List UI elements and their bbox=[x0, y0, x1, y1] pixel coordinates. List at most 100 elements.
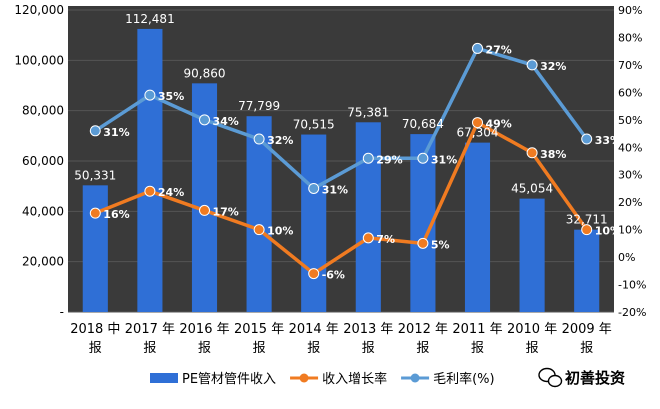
line-point bbox=[144, 89, 156, 101]
series-line bbox=[94, 120, 589, 276]
point-label: 29% bbox=[376, 153, 402, 166]
right-tick-label: 60% bbox=[618, 86, 642, 99]
bar-value-label: 70,684 bbox=[402, 117, 444, 131]
legend-swatch bbox=[150, 373, 178, 383]
data-labels: 50,331 112,481 90,860 77,799 70,515 75,381 70,… bbox=[74, 12, 621, 282]
bar-series bbox=[82, 28, 600, 313]
line-point bbox=[199, 114, 210, 126]
point-label: 31% bbox=[322, 183, 348, 196]
point-label: 34% bbox=[213, 115, 239, 128]
category-label: 2012 年 bbox=[398, 322, 448, 337]
category-label: 报 bbox=[416, 341, 429, 356]
point-label: 16% bbox=[103, 208, 129, 221]
line-point bbox=[417, 237, 429, 249]
category-label: 报 bbox=[526, 341, 539, 356]
point-label: 32% bbox=[267, 134, 293, 147]
category-label: 报 bbox=[307, 341, 320, 356]
bar-value-label: 32,711 bbox=[566, 213, 608, 227]
category-label: 报 bbox=[143, 341, 156, 356]
category-label: 2009 年 bbox=[562, 322, 612, 337]
point-label: -6% bbox=[322, 269, 345, 282]
line-series bbox=[89, 42, 593, 280]
right-tick-label: -10% bbox=[618, 279, 646, 292]
legend-marker bbox=[410, 373, 420, 383]
legend-label: 毛利率(%) bbox=[433, 371, 495, 387]
left-tick-label: - bbox=[60, 305, 64, 319]
line-point bbox=[199, 204, 210, 216]
right-tick-label: 0% bbox=[618, 251, 635, 264]
legend-label: 收入增长率 bbox=[322, 371, 387, 387]
category-label: 2011 年 bbox=[452, 322, 502, 337]
bar bbox=[82, 185, 108, 312]
left-tick-label: 120,000 bbox=[14, 3, 64, 17]
right-tick-label: 30% bbox=[618, 169, 642, 182]
category-label: 2010 年 bbox=[507, 322, 557, 337]
line-point bbox=[362, 232, 374, 244]
line-point bbox=[144, 185, 156, 197]
category-label: 2014 年 bbox=[289, 322, 339, 337]
point-label: 35% bbox=[158, 90, 184, 103]
right-tick-label: 90% bbox=[618, 4, 642, 17]
line-point bbox=[472, 117, 483, 129]
line-point bbox=[253, 224, 265, 236]
line-point bbox=[89, 207, 101, 219]
right-tick-label: 50% bbox=[618, 114, 642, 127]
point-label: 38% bbox=[540, 148, 566, 161]
right-tick-label: 20% bbox=[618, 196, 642, 209]
point-label: 5% bbox=[431, 238, 450, 251]
left-tick-label: 100,000 bbox=[14, 53, 64, 67]
category-label: 报 bbox=[198, 341, 211, 356]
watermark: 初善投资 bbox=[538, 367, 625, 388]
right-tick-label: 10% bbox=[618, 224, 642, 237]
line-point bbox=[581, 133, 593, 145]
category-label: 2015 年 bbox=[234, 322, 284, 337]
legend-marker bbox=[299, 373, 309, 383]
bar bbox=[355, 122, 381, 312]
wechat-icon bbox=[538, 367, 563, 388]
left-tick-label: 80,000 bbox=[22, 104, 64, 118]
bar-value-label: 45,054 bbox=[511, 182, 553, 196]
right-tick-label: 70% bbox=[618, 59, 642, 72]
bar-value-label: 77,799 bbox=[238, 99, 280, 113]
bar bbox=[464, 142, 491, 312]
bar-value-label: 90,860 bbox=[184, 66, 226, 80]
category-label: 报 bbox=[89, 341, 102, 356]
category-labels: 2018 中报 2017 年报 2016 年报 2015 年报 2014 年报 2013 … bbox=[70, 322, 612, 356]
category-label: 2013 年 bbox=[343, 322, 393, 337]
watermark-text: 初善投资 bbox=[565, 369, 625, 387]
point-label: 31% bbox=[431, 153, 457, 166]
right-tick-label: 80% bbox=[618, 31, 642, 44]
point-label: 49% bbox=[486, 118, 512, 131]
line-point bbox=[581, 224, 593, 236]
point-label: 24% bbox=[158, 186, 184, 199]
point-label: 10% bbox=[267, 225, 293, 238]
left-axis-ticks: - 20,000 40,000 60,000 80,000 100,000 120,000 bbox=[14, 3, 64, 319]
line-point bbox=[362, 152, 374, 164]
line-point bbox=[308, 268, 320, 280]
point-label: 31% bbox=[103, 126, 129, 139]
category-label: 报 bbox=[362, 341, 375, 356]
point-label: 7% bbox=[376, 233, 395, 246]
left-tick-label: 60,000 bbox=[22, 154, 64, 168]
bar-value-label: 70,515 bbox=[293, 118, 335, 132]
right-axis-ticks: -20% -10% 0% 10% 20% 30% 40% 50% 60% 70% 80% 90% bbox=[618, 4, 646, 319]
line-point bbox=[472, 42, 483, 54]
right-tick-label: -20% bbox=[618, 306, 646, 319]
legend-label: PE管材管件收入 bbox=[182, 372, 276, 387]
bar-value-label: 67,304 bbox=[457, 126, 499, 140]
line-point bbox=[253, 133, 265, 145]
line-point bbox=[526, 147, 538, 159]
category-label: 报 bbox=[471, 341, 484, 356]
point-label: 33% bbox=[595, 134, 621, 147]
line-point bbox=[526, 59, 538, 71]
category-label: 2017 年 bbox=[125, 322, 175, 337]
bar-value-label: 50,331 bbox=[74, 168, 116, 182]
line-point bbox=[308, 182, 320, 194]
category-label: 2018 中 bbox=[70, 322, 120, 337]
point-label: 10% bbox=[595, 225, 621, 238]
legend: PE管材管件收入 收入增长率 毛利率(%) bbox=[150, 371, 495, 387]
bar bbox=[519, 198, 545, 312]
category-label: 报 bbox=[253, 341, 266, 356]
